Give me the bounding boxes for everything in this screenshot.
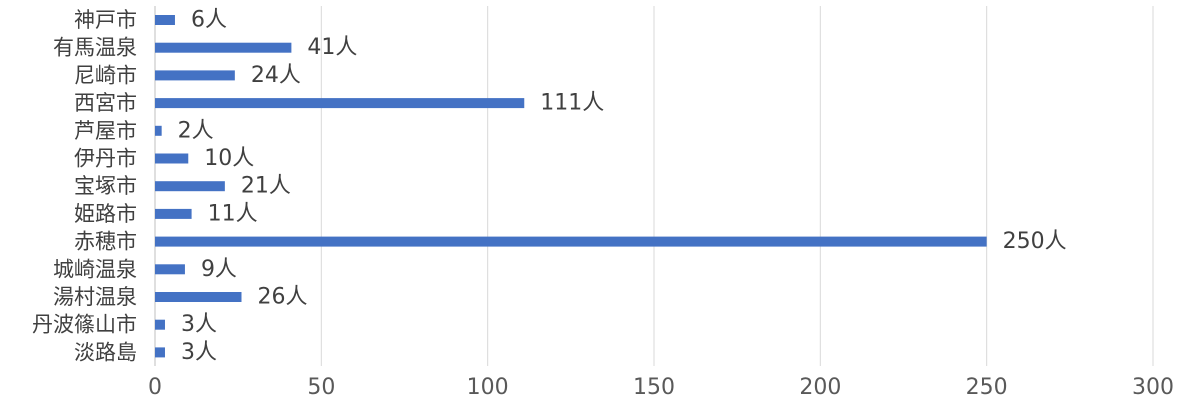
data-label: 3人 xyxy=(181,340,217,365)
data-label: 11人 xyxy=(208,201,258,226)
x-tick-label: 250 xyxy=(966,375,1008,400)
category-label: 宝塚市 xyxy=(74,174,137,198)
category-label: 伊丹市 xyxy=(74,147,137,171)
data-label: 250人 xyxy=(1003,229,1067,254)
category-label: 有馬温泉 xyxy=(53,36,137,60)
data-label: 10人 xyxy=(204,146,254,171)
category-label: 城崎温泉 xyxy=(53,257,137,281)
category-label: 芦屋市 xyxy=(74,119,137,143)
category-label: 淡路島 xyxy=(74,340,137,364)
bar xyxy=(155,347,165,358)
bar xyxy=(155,181,225,192)
data-label: 111人 xyxy=(540,91,604,116)
data-label: 6人 xyxy=(191,8,227,33)
gridlines xyxy=(154,6,1154,366)
category-labels: 神戸市有馬温泉尼崎市西宮市芦屋市伊丹市宝塚市姫路市赤穂市城崎温泉湯村温泉丹波篠山… xyxy=(32,8,137,364)
bar xyxy=(155,153,189,164)
x-tick-label: 0 xyxy=(148,375,162,400)
bar xyxy=(155,70,235,81)
data-label: 2人 xyxy=(178,118,214,143)
category-label: 尼崎市 xyxy=(74,63,137,87)
x-tick-label: 200 xyxy=(799,375,841,400)
bar xyxy=(155,319,165,330)
bar xyxy=(155,15,175,25)
bar xyxy=(155,264,185,275)
data-label: 26人 xyxy=(257,285,307,310)
data-label: 24人 xyxy=(251,63,301,88)
bar xyxy=(155,208,192,219)
bar xyxy=(155,236,987,247)
data-label: 21人 xyxy=(241,174,291,199)
bar xyxy=(155,98,525,109)
category-label: 姫路市 xyxy=(74,202,137,226)
category-label: 神戸市 xyxy=(74,8,137,32)
category-label: 湯村温泉 xyxy=(53,285,137,309)
bars xyxy=(155,15,987,358)
category-label: 丹波篠山市 xyxy=(32,313,137,337)
bar xyxy=(155,292,242,302)
bar xyxy=(155,42,292,53)
category-label: 赤穂市 xyxy=(74,230,137,254)
bar xyxy=(155,125,162,136)
data-label: 3人 xyxy=(181,312,217,337)
data-label: 9人 xyxy=(201,257,237,282)
x-tick-label: 150 xyxy=(633,375,675,400)
data-label: 41人 xyxy=(307,35,357,60)
x-tick-labels: 0 50 100 150 200 250 300 xyxy=(148,375,1174,400)
x-tick-label: 50 xyxy=(307,375,335,400)
x-tick-label: 100 xyxy=(467,375,509,400)
x-tick-label: 300 xyxy=(1132,375,1174,400)
category-label: 西宮市 xyxy=(74,91,137,115)
